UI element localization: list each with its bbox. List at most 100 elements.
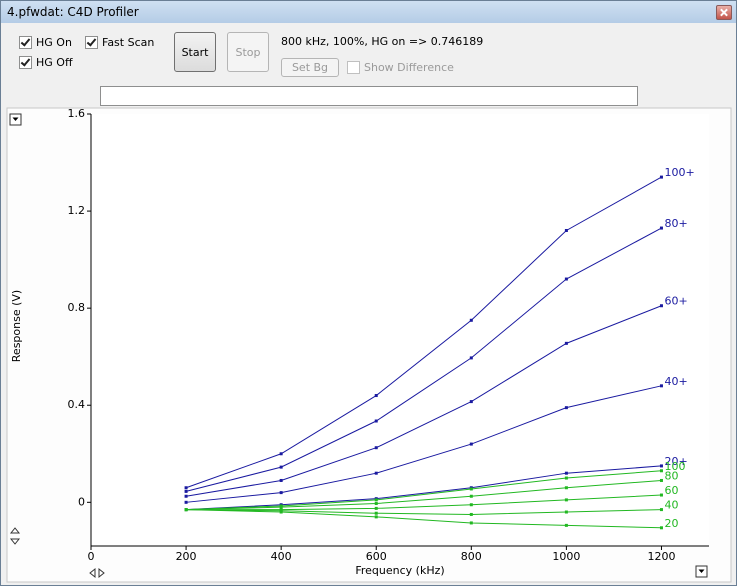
data-point xyxy=(374,446,378,450)
data-point xyxy=(469,494,473,498)
series-line xyxy=(186,494,662,511)
series-line xyxy=(185,305,662,497)
y-tick-label: 1.2 xyxy=(68,204,86,217)
data-point xyxy=(564,523,568,527)
series-line xyxy=(186,509,662,529)
data-point xyxy=(184,494,188,498)
x-tick-label: 0 xyxy=(88,550,95,563)
checkbox-box[interactable] xyxy=(85,36,98,49)
data-point xyxy=(184,500,188,504)
data-point xyxy=(564,277,568,281)
plot-area xyxy=(91,114,709,546)
data-point xyxy=(564,341,568,345)
start-button[interactable]: Start xyxy=(174,32,216,72)
data-point xyxy=(374,511,378,515)
set-bg-button[interactable]: Set Bg xyxy=(281,58,339,77)
series-line xyxy=(186,509,662,515)
data-point xyxy=(564,476,568,480)
data-point xyxy=(564,486,568,490)
x-tick-label: 600 xyxy=(366,550,387,563)
data-point xyxy=(374,419,378,423)
window-title: 4.pfwdat: C4D Profiler xyxy=(7,5,139,19)
series-label: 80 xyxy=(664,469,678,482)
x-tick-label: 1200 xyxy=(647,550,675,563)
checkbox-label: HG On xyxy=(36,36,72,49)
data-point xyxy=(184,486,188,490)
stop-button[interactable]: Stop xyxy=(227,32,269,72)
checkbox-box[interactable] xyxy=(19,36,32,49)
x-axis-title: Frequency (kHz) xyxy=(355,564,444,577)
series-label: 20+ xyxy=(664,455,687,468)
data-point xyxy=(374,506,378,510)
x-tick-label: 400 xyxy=(271,550,292,563)
series-label: 80+ xyxy=(664,217,687,230)
data-point xyxy=(659,478,663,482)
data-point xyxy=(184,489,188,493)
y-tick-label: 0.4 xyxy=(68,398,86,411)
data-point xyxy=(279,452,283,456)
series-line xyxy=(185,227,662,492)
checkbox-box[interactable] xyxy=(347,61,360,74)
x-tick-label: 1000 xyxy=(552,550,580,563)
series-line xyxy=(186,479,662,511)
menu-arrow xyxy=(12,117,19,121)
data-point xyxy=(659,384,663,388)
data-point xyxy=(659,226,663,230)
data-point xyxy=(659,508,663,512)
data-point xyxy=(469,400,473,404)
series-label: 20 xyxy=(664,517,678,530)
x-tick-label: 200 xyxy=(176,550,197,563)
data-point xyxy=(374,502,378,506)
checkbox-label: Show Difference xyxy=(364,61,454,74)
data-point xyxy=(659,464,663,468)
y-tick-label: 1.6 xyxy=(68,107,86,120)
data-point xyxy=(469,318,473,322)
checkbox-hg-off[interactable]: HG Off xyxy=(19,56,73,69)
menu-arrow xyxy=(698,569,705,573)
data-point xyxy=(659,175,663,179)
data-point xyxy=(279,505,283,509)
data-point xyxy=(279,465,283,469)
data-point xyxy=(469,442,473,446)
checkbox-label: Fast Scan xyxy=(102,36,155,49)
series-line xyxy=(186,465,662,511)
series-line xyxy=(186,385,662,503)
data-point xyxy=(374,498,378,502)
y-axis-title: Response (V) xyxy=(10,290,23,362)
checkbox-label: HG Off xyxy=(36,56,73,69)
series-line xyxy=(185,176,662,489)
series-label: 60 xyxy=(664,484,678,497)
resize-icon[interactable] xyxy=(89,567,105,579)
data-point xyxy=(279,478,283,482)
data-point xyxy=(279,491,283,495)
data-point xyxy=(469,521,473,525)
checkbox-fast-scan[interactable]: Fast Scan xyxy=(85,36,154,49)
checkbox-box[interactable] xyxy=(19,56,32,69)
data-point xyxy=(564,510,568,514)
title-bar: 4.pfwdat: C4D Profiler xyxy=(1,1,736,23)
checkbox-show-difference[interactable]: Show Difference xyxy=(347,61,454,74)
status-text: 800 kHz, 100%, HG on => 0.746189 xyxy=(281,35,484,48)
text-input[interactable] xyxy=(100,86,638,106)
y-tick-label: 0.8 xyxy=(68,301,86,314)
data-point xyxy=(184,508,188,512)
resize-icon[interactable] xyxy=(9,527,21,545)
checkbox-hg-on[interactable]: HG On xyxy=(19,36,72,49)
data-point xyxy=(279,510,283,514)
data-point xyxy=(659,493,663,497)
data-point xyxy=(564,471,568,475)
data-point xyxy=(564,406,568,410)
x-tick-label: 800 xyxy=(461,550,482,563)
series-label: 40+ xyxy=(664,375,687,388)
data-point xyxy=(564,228,568,232)
data-point xyxy=(469,356,473,360)
close-button[interactable] xyxy=(716,5,732,20)
data-point xyxy=(469,503,473,507)
series-label: 40 xyxy=(664,499,678,512)
data-point xyxy=(659,304,663,308)
data-point xyxy=(374,394,378,398)
data-point xyxy=(659,526,663,530)
data-point xyxy=(564,498,568,502)
